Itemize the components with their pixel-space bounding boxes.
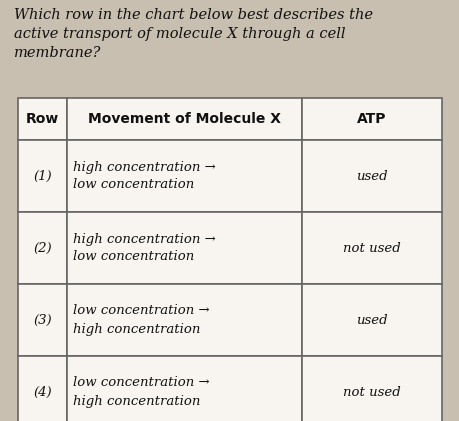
Text: low concentration →
high concentration: low concentration → high concentration — [73, 376, 209, 408]
Bar — [67, 212, 302, 284]
Text: not used: not used — [342, 242, 400, 255]
Text: (4): (4) — [33, 386, 51, 399]
Bar — [302, 284, 441, 356]
Text: high concentration →
low concentration: high concentration → low concentration — [73, 232, 215, 264]
Bar — [18, 212, 67, 284]
Text: (2): (2) — [33, 242, 51, 255]
Bar — [67, 356, 302, 421]
Bar — [67, 140, 302, 212]
Text: Row: Row — [26, 112, 59, 126]
Bar — [302, 98, 441, 140]
Text: used: used — [355, 170, 387, 182]
Bar — [18, 98, 67, 140]
Text: ATP: ATP — [357, 112, 386, 126]
Text: low concentration →
high concentration: low concentration → high concentration — [73, 304, 209, 336]
Bar — [18, 356, 67, 421]
Bar — [67, 98, 302, 140]
Text: Movement of Molecule X: Movement of Molecule X — [88, 112, 280, 126]
Bar — [67, 284, 302, 356]
Text: not used: not used — [342, 386, 400, 399]
Text: Which row in the chart below best describes the
active transport of molecule X t: Which row in the chart below best descri… — [14, 8, 372, 60]
Bar — [302, 356, 441, 421]
Text: used: used — [355, 314, 387, 327]
Bar — [18, 284, 67, 356]
Bar — [302, 212, 441, 284]
Bar — [302, 140, 441, 212]
Text: (1): (1) — [33, 170, 51, 182]
Bar — [18, 140, 67, 212]
Text: high concentration →
low concentration: high concentration → low concentration — [73, 160, 215, 192]
Text: (3): (3) — [33, 314, 51, 327]
